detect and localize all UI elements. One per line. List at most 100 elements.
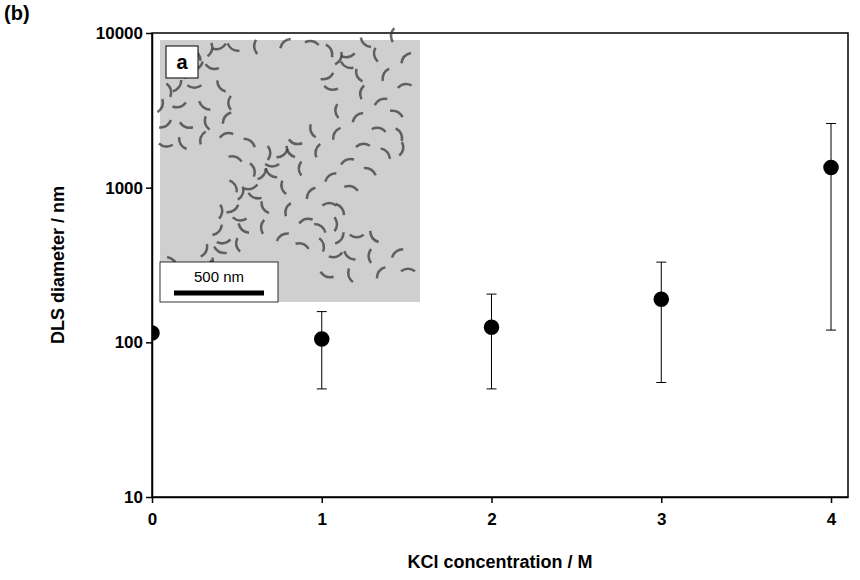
tick: 10 (124, 488, 152, 507)
inset-fibre (383, 69, 390, 81)
inset-fibre (360, 86, 364, 100)
tick: 100 (115, 333, 152, 352)
tick-label: 3 (657, 510, 666, 529)
inset-fibre (268, 146, 271, 160)
inset-fibre (381, 148, 390, 158)
inset-fibre (341, 53, 355, 57)
inset-fibre (229, 156, 242, 162)
data-point (314, 331, 330, 347)
data-marks (152, 123, 839, 388)
error-bar-cap (656, 262, 666, 263)
data-point (152, 325, 160, 341)
error-bar-cap (317, 311, 327, 312)
inset-fibre (228, 43, 240, 50)
error-bar-cap (487, 388, 497, 389)
inset-fibre (335, 217, 338, 231)
inset-fibre (289, 139, 302, 144)
inset-fibre (314, 224, 325, 232)
data-point (653, 291, 669, 307)
inset-fibre (316, 144, 321, 157)
error-bar-stem (321, 312, 322, 389)
y-axis: 10 100 1000 10000 (96, 24, 153, 507)
error-bar (487, 294, 497, 389)
inset-texture (157, 28, 415, 295)
inset-fibre (208, 43, 213, 56)
inset-image (160, 40, 420, 302)
inset-fibre (277, 234, 289, 241)
inset-fibre (391, 28, 394, 42)
inset-fibre (299, 161, 302, 175)
plot-frame (152, 33, 848, 497)
error-bar-stem (831, 123, 832, 330)
inset-fibre (310, 124, 316, 137)
tick-mark (661, 497, 663, 503)
chart: 0123410100100010000KCl concentration / M… (0, 0, 860, 580)
inset-fibre (238, 187, 244, 200)
inset-fibre (265, 164, 279, 167)
error-bar (656, 262, 666, 382)
inset-fibre (401, 269, 415, 272)
error-bar-cap (317, 388, 327, 389)
inset-fibre (326, 45, 332, 58)
inset-fibre (233, 217, 247, 220)
inset-fibre (250, 163, 255, 176)
inset-fibre (172, 103, 185, 108)
error-bar-cap (826, 123, 836, 124)
tick-label: 2 (487, 510, 496, 529)
inset-fibre (223, 113, 231, 124)
inset-fibre (369, 249, 372, 263)
error-bar-cap (826, 330, 836, 331)
error-bar (826, 123, 836, 330)
inset-fibre (200, 131, 206, 144)
inset-fibre (281, 181, 286, 194)
tick-mark (146, 497, 152, 499)
tick-label: 100 (115, 333, 143, 352)
inset-label-box (166, 46, 198, 78)
tick-label: 1000 (105, 179, 143, 198)
inset-fibre (217, 239, 231, 243)
tick: 1000 (105, 179, 152, 198)
inset-fibre (296, 243, 309, 249)
inset-fibre (392, 249, 403, 257)
error-bar-stem (661, 262, 662, 382)
tick: 4 (827, 497, 837, 529)
inset-fibre (262, 201, 269, 213)
inset-fibre (213, 44, 226, 50)
inset-fibre (229, 180, 236, 192)
tick-mark (146, 33, 152, 35)
axis-line (153, 497, 849, 499)
scale-bar (174, 291, 264, 296)
inset-fibre (364, 168, 376, 175)
inset-fibre (205, 116, 210, 129)
inset-fibre (179, 137, 186, 149)
inset-fibre (201, 244, 207, 257)
inset-fibre (335, 104, 338, 118)
inset-fibre (244, 139, 255, 147)
tick-mark (831, 497, 833, 503)
tick-mark (146, 187, 152, 189)
inset-fibre (236, 238, 240, 252)
inset-fibre (244, 185, 257, 190)
inset-fibre (321, 272, 334, 278)
inset-fibre (319, 238, 324, 251)
inset-fibre (199, 101, 210, 109)
inset-fibre (401, 53, 411, 63)
inset-fibre (350, 235, 364, 238)
inset-fibre (180, 122, 193, 128)
tick-label: 10000 (96, 24, 143, 43)
inset-fibre (341, 159, 354, 165)
inset-fibre (396, 128, 402, 141)
inset: a 500 nm (157, 28, 420, 302)
inset-fibre (375, 99, 388, 105)
inset-fibre (344, 251, 355, 259)
inset-fibre (361, 37, 371, 47)
tick-label: 4 (827, 510, 837, 529)
inset-fibre (307, 188, 315, 199)
scale-bar-label: 500 nm (194, 268, 244, 285)
inset-fibre (266, 169, 277, 177)
inset-fibre (220, 133, 233, 138)
inset-label: a (176, 51, 188, 73)
inset-fibre (321, 73, 334, 79)
inset-fibre (353, 113, 363, 122)
inset-fibre (219, 205, 222, 219)
